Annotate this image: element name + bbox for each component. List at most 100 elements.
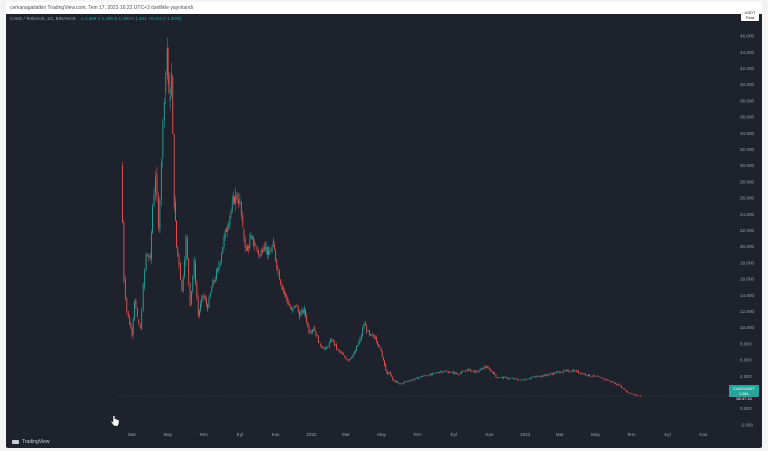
- candle-body: [628, 392, 630, 394]
- x-tick-label: Tem: [627, 432, 636, 437]
- y-tick-label: 46.000: [740, 34, 754, 39]
- candle-body: [617, 384, 619, 385]
- candle-body: [620, 385, 622, 388]
- y-tick-label: 24.000: [740, 212, 754, 217]
- candle-body: [418, 377, 420, 379]
- currency-unit-badge[interactable]: USDT Para birimi: [741, 9, 759, 25]
- candle-body: [459, 373, 461, 374]
- tradingview-logo[interactable]: TradingView: [12, 439, 50, 445]
- candle-body: [344, 355, 346, 358]
- tradingview-logo-text: TradingView: [22, 439, 50, 445]
- candle-body: [281, 284, 283, 290]
- candle-body: [314, 327, 316, 332]
- candle-body: [144, 270, 146, 288]
- candle-body: [263, 247, 265, 252]
- candle-body: [343, 354, 345, 356]
- candle-body: [202, 295, 204, 298]
- candle-body: [142, 284, 144, 311]
- candle-body: [211, 286, 213, 293]
- price-series: [121, 37, 642, 398]
- candle-body: [404, 381, 405, 383]
- candle-body: [636, 394, 637, 396]
- candle-body: [280, 279, 282, 285]
- candle-body: [207, 304, 209, 311]
- candle-body: [126, 298, 128, 312]
- candle-body: [243, 230, 245, 239]
- chart-window: cerkanagaliatkin TradingView.com, Tem 17…: [6, 2, 762, 448]
- candle-body: [468, 368, 470, 370]
- x-tick-label: Mar: [342, 432, 350, 437]
- candle-body: [382, 357, 384, 361]
- candle-body: [296, 304, 298, 308]
- candle-body: [488, 367, 490, 369]
- candle-body: [351, 357, 353, 359]
- candle-body: [572, 370, 574, 372]
- candle-body: [170, 73, 172, 96]
- candle-body: [295, 305, 296, 307]
- candle-body: [483, 366, 485, 370]
- candle-body: [558, 371, 560, 373]
- candle-body: [368, 330, 370, 335]
- y-tick-label: 10.000: [740, 325, 754, 330]
- candle-body: [432, 373, 434, 375]
- candle-body: [176, 220, 178, 247]
- candle-body: [208, 297, 210, 308]
- candle-body: [532, 376, 534, 378]
- symbol-name[interactable]: CAKE / TetherUS, 1G, BINANCE: [10, 16, 76, 21]
- candle-body: [576, 370, 578, 372]
- candle-body: [127, 311, 129, 317]
- candle-body: [313, 328, 315, 330]
- candle-body: [322, 347, 324, 349]
- candle-body: [156, 173, 158, 197]
- last-price-badge: CAKEUSDT 1.561 08:37:15: [729, 385, 759, 401]
- candle-body: [213, 280, 215, 282]
- candle-body: [604, 378, 605, 380]
- candle-body: [292, 307, 294, 312]
- y-tick-label: 44.000: [740, 50, 754, 55]
- candle-body: [486, 366, 487, 368]
- candle-body: [494, 372, 496, 375]
- candle-body: [562, 372, 563, 373]
- candle-body: [412, 379, 414, 381]
- candle-body: [214, 279, 216, 282]
- y-tick-label: 26.000: [740, 196, 754, 201]
- candle-body: [245, 247, 247, 249]
- candle-body: [173, 133, 175, 208]
- candle-body: [580, 372, 582, 374]
- candle-body: [530, 377, 531, 379]
- price-chart[interactable]: -2.0000.0002.0004.0006.0008.00010.00012.…: [6, 2, 762, 448]
- candle-body: [224, 229, 226, 239]
- candle-body: [640, 396, 642, 397]
- candle-body: [315, 331, 317, 336]
- candle-body: [168, 75, 170, 94]
- candle-body: [286, 295, 288, 300]
- candle-body: [398, 382, 400, 384]
- candle-body: [440, 371, 442, 373]
- candle-body: [201, 297, 203, 304]
- x-tick-label: Mar: [128, 432, 136, 437]
- candle-body: [169, 95, 171, 101]
- candle-body: [493, 372, 494, 374]
- publish-caption: cerkanagaliatkin TradingView.com, Tem 17…: [6, 2, 762, 14]
- candle-body: [371, 334, 373, 336]
- candle-body: [354, 350, 356, 354]
- candle-body: [378, 344, 380, 347]
- candle-body: [268, 250, 270, 255]
- candle-body: [623, 388, 625, 390]
- candle-body: [543, 375, 545, 377]
- candle-body: [289, 305, 291, 309]
- candle-body: [332, 339, 334, 341]
- candle-body: [616, 384, 618, 385]
- candle-body: [234, 197, 236, 204]
- x-tick-label: Eyl: [237, 432, 243, 437]
- candle-body: [618, 384, 620, 386]
- candle-body: [132, 318, 134, 335]
- candle-body: [167, 48, 169, 76]
- candle-body: [309, 331, 311, 333]
- x-tick-label: Tem: [199, 432, 208, 437]
- candle-body: [479, 368, 481, 371]
- candle-body: [389, 372, 391, 375]
- candle-body: [184, 260, 186, 277]
- candle-body: [221, 253, 222, 262]
- x-tick-label: 2022: [306, 432, 317, 437]
